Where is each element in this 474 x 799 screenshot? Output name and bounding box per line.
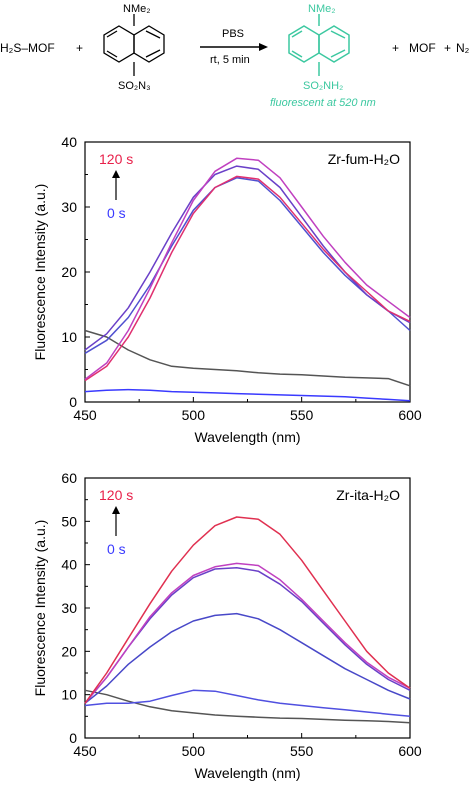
reaction-arrowhead [259, 43, 268, 51]
series-line-5 [84, 562, 411, 704]
time-arrowhead [112, 170, 120, 178]
plot-frame [84, 141, 411, 403]
series-line-2 [84, 689, 411, 718]
y-tick-label: 20 [61, 643, 77, 659]
x-tick-label: 500 [182, 743, 206, 759]
plot-frame [84, 477, 411, 739]
y-axis-label: Fluorescence Intensity (a.u.) [32, 184, 48, 361]
x-tick-label: 450 [73, 407, 97, 423]
y-tick-label: 30 [61, 600, 77, 616]
y-tick-label: 40 [61, 134, 77, 150]
series-line-6 [84, 516, 411, 704]
arrow-condition-top: PBS [222, 28, 244, 40]
byproduct-mof-label: MOF [409, 41, 436, 55]
chart-zr-fum-h2o: 450 500 550 600 0 10 20 30 40 Wavelength (nm) Fluo… [32, 134, 422, 445]
x-tick-label: 500 [182, 407, 206, 423]
plus-sign-2: + [392, 41, 399, 55]
product-fluorescence-note: fluorescent at 520 nm [270, 97, 376, 109]
y-tick-label: 20 [61, 264, 77, 280]
series-line-3 [84, 177, 411, 354]
x-tick-label: 550 [290, 407, 314, 423]
x-tick-label: 600 [398, 407, 422, 423]
y-tick-label: 40 [61, 557, 77, 573]
x-axis-label: Wavelength (nm) [194, 429, 300, 445]
plus-sign-1: + [76, 41, 83, 55]
time-start-label: 0 s [107, 541, 126, 557]
y-tick-label: 60 [61, 470, 77, 486]
x-axis-label: Wavelength (nm) [194, 765, 300, 781]
arrow-condition-bottom: rt, 5 min [210, 54, 250, 66]
series-line-4 [84, 165, 411, 351]
chart-zr-ita-h2o: 450 500 550 600 0 10 20 30 40 50 60 Wavelength (nm)… [32, 470, 422, 781]
series-line-4 [84, 566, 411, 704]
product-naphthalene-structure [288, 14, 350, 76]
x-tick-label: 550 [290, 743, 314, 759]
series-line-2 [84, 329, 411, 387]
y-tick-label: 10 [61, 329, 77, 345]
sample-label: Zr-fum-H₂O [328, 151, 400, 167]
time-arrowhead [112, 506, 120, 514]
sample-label: Zr-ita-H₂O [336, 487, 400, 503]
byproduct-n2-label: N₂ [456, 41, 470, 55]
plus-sign-3: + [444, 41, 451, 55]
series-line-1 [84, 689, 411, 724]
reactant-so2n3-label: SO₂N₃ [118, 80, 151, 92]
y-tick-label: 50 [61, 513, 77, 529]
time-start-label: 0 s [107, 205, 126, 221]
reactant-nme2-label: NMe₂ [123, 3, 151, 15]
series-line-6 [84, 157, 411, 380]
reactant-mof-label: H₂S–MOF [0, 41, 55, 55]
y-tick-label: 30 [61, 199, 77, 215]
series-line-3 [84, 612, 411, 704]
x-tick-label: 450 [73, 743, 97, 759]
y-axis-label: Fluorescence Intensity (a.u.) [32, 520, 48, 697]
series-line-1 [84, 388, 411, 402]
product-so2nh2-label: SO₂NH₂ [303, 80, 343, 92]
series-line-5 [84, 175, 411, 382]
time-end-label: 120 s [99, 487, 133, 503]
y-tick-label: 0 [69, 730, 77, 746]
y-tick-label: 10 [61, 687, 77, 703]
y-tick-label: 0 [69, 394, 77, 410]
x-tick-label: 600 [398, 743, 422, 759]
time-end-label: 120 s [99, 151, 133, 167]
product-nme2-label: NMe₂ [308, 3, 336, 15]
reactant-naphthalene-structure [103, 14, 165, 76]
reaction-scheme: H₂S–MOF + NMe₂ SO₂N₃ PBS rt, 5 min NMe₂ … [0, 3, 470, 109]
